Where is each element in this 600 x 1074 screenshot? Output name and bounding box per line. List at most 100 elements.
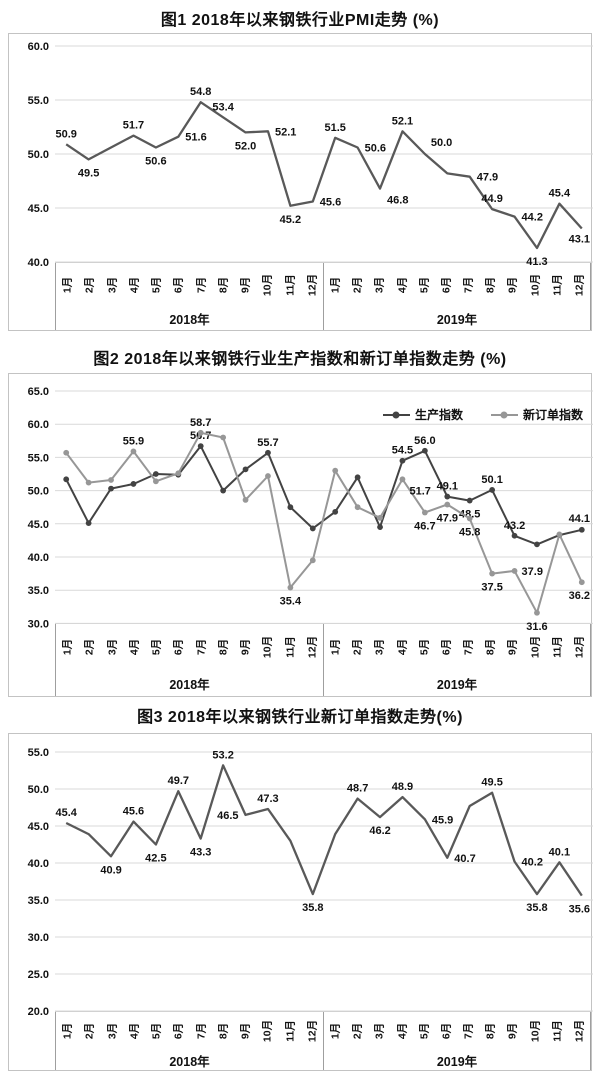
month-tick-label: 4月 (128, 639, 141, 656)
data-point-marker (489, 487, 496, 493)
data-point-label: 48.5 (459, 509, 480, 521)
chart1-title: 图1 2018年以来钢铁行业PMI走势 (%) (160, 12, 440, 29)
month-tick-label: 9月 (239, 1022, 252, 1040)
y-tick-label: 40.0 (28, 858, 49, 870)
month-tick-label: 5月 (418, 1022, 431, 1040)
data-point-marker (444, 493, 451, 500)
month-tick-label: 12月 (573, 273, 586, 297)
month-tick-label: 10月 (529, 273, 542, 297)
data-point-label: 51.7 (123, 120, 144, 132)
neworders-marker-icon (500, 411, 508, 418)
month-tick-label: 5月 (418, 276, 431, 294)
data-point-marker (332, 467, 339, 474)
data-point-label: 56.7 (190, 430, 211, 442)
data-point-marker (377, 514, 383, 521)
data-point-marker (152, 478, 159, 485)
data-point-label: 37.9 (522, 566, 543, 578)
data-point-label: 53.2 (212, 749, 233, 761)
data-point-marker (63, 476, 70, 483)
month-tick-label: 4月 (396, 276, 409, 294)
month-tick-label: 6月 (172, 1022, 185, 1040)
month-tick-label: 11月 (551, 1020, 564, 1042)
data-point-marker (556, 531, 563, 538)
data-point-label: 45.9 (432, 814, 453, 826)
data-point-marker (444, 501, 451, 508)
y-tick-label: 50.0 (28, 149, 49, 161)
y-tick-label: 20.0 (28, 1006, 49, 1018)
month-tick-label: 6月 (440, 639, 453, 656)
month-tick-label: 5月 (150, 1022, 163, 1040)
data-point-marker (489, 570, 496, 577)
month-tick-label: 1月 (61, 276, 74, 294)
neworders-line-swatch (490, 411, 518, 418)
data-point-marker (534, 609, 540, 616)
data-point-marker (309, 525, 316, 532)
data-point-marker (220, 434, 227, 441)
month-tick-label: 3月 (106, 276, 119, 294)
legend-item-production: 生产指数 (382, 406, 463, 423)
data-point-label: 40.1 (549, 846, 570, 858)
data-point-label: 45.4 (549, 188, 571, 200)
data-point-marker (354, 474, 361, 481)
month-tick-label: 3月 (106, 639, 119, 656)
neworders-trend-chart: 1月 2月 3月 4月 5月 6月 7月 8月 9月 10月 11月 12月 2018年 1月 2月 3月 4月… (8, 733, 593, 1071)
data-point-label: 50.0 (431, 137, 452, 149)
month-tick-label: 7月 (195, 276, 208, 294)
data-point-label: 50.6 (145, 156, 166, 168)
data-point-label: 35.8 (526, 902, 547, 914)
y-tick-label: 50.0 (28, 784, 49, 796)
pmi-trend-chart: 1月 2月 3月 4月 5月 6月 7月 8月 9月 10月 11月 12月 2018年 1月 2月 3月 4月… (8, 33, 593, 331)
data-point-label: 47.9 (477, 172, 498, 184)
month-tick-label: 6月 (440, 276, 453, 294)
data-point-marker (130, 481, 137, 487)
y-tick-label: 40.0 (28, 552, 49, 564)
data-point-label: 45.8 (459, 526, 480, 538)
data-point-marker (377, 524, 383, 531)
month-tick-label: 8月 (217, 276, 230, 294)
data-point-label: 45.6 (123, 806, 144, 818)
data-point-marker (108, 477, 114, 483)
y-tick-label: 55.0 (28, 95, 49, 107)
month-tick-label: 9月 (239, 276, 252, 294)
y-tick-label: 35.0 (28, 895, 49, 907)
data-point-marker (511, 568, 518, 574)
month-tick-label: 2月 (83, 276, 96, 294)
data-point-marker (63, 449, 70, 456)
chart2-title: 图2 2018年以来钢铁行业生产指数和新订单指数走势 (%) (93, 351, 507, 368)
data-point-label: 56.0 (414, 435, 435, 447)
data-point-marker (197, 443, 204, 450)
month-tick-label: 3月 (373, 639, 386, 656)
data-point-label: 46.2 (369, 825, 390, 837)
month-tick-label: 12月 (573, 1019, 586, 1043)
data-point-label: 47.9 (437, 513, 458, 525)
data-point-label: 35.4 (280, 596, 302, 608)
legend-label-neworders: 新订单指数 (522, 408, 583, 422)
year-group: 1月 2月 3月 4月 5月 6月 7月 8月 9月 10月 11月 12月 2018年 (55, 1012, 323, 1070)
month-tick-label: 7月 (195, 639, 208, 656)
data-point-label: 46.8 (387, 195, 408, 207)
month-tick-label: 11月 (551, 274, 564, 296)
y-tick-label: 60.0 (28, 419, 49, 431)
data-point-label: 43.1 (569, 234, 590, 246)
year-group: 1月 2月 3月 4月 5月 6月 7月 8月 9月 10月 11月 12月 2018年 (55, 624, 323, 696)
data-point-label: 35.6 (569, 904, 590, 916)
data-point-label: 48.7 (347, 783, 368, 795)
month-tick-label: 2月 (351, 639, 364, 656)
data-point-label: 50.1 (481, 474, 502, 486)
month-tick-label: 5月 (418, 639, 431, 656)
month-tick-label: 1月 (329, 276, 342, 294)
month-tick-label: 8月 (484, 1022, 497, 1040)
data-point-label: 53.4 (212, 101, 234, 113)
month-tick-label: 4月 (128, 1022, 141, 1040)
data-point-label: 49.1 (437, 481, 458, 493)
data-point-marker (399, 457, 406, 464)
year-label: 2018年 (169, 1054, 210, 1069)
data-point-marker (130, 448, 137, 455)
month-tick-label: 2月 (351, 276, 364, 294)
data-point-marker (421, 447, 428, 454)
data-point-label: 55.9 (123, 435, 144, 447)
month-tick-label: 11月 (284, 636, 297, 659)
production-neworders-chart: 生产指数 新订单指数 1月 2月 3月 4月 5月 6月 7月 8月 9月 10月 11月 12月 20… (8, 373, 593, 697)
month-tick-label: 1月 (329, 1022, 342, 1040)
